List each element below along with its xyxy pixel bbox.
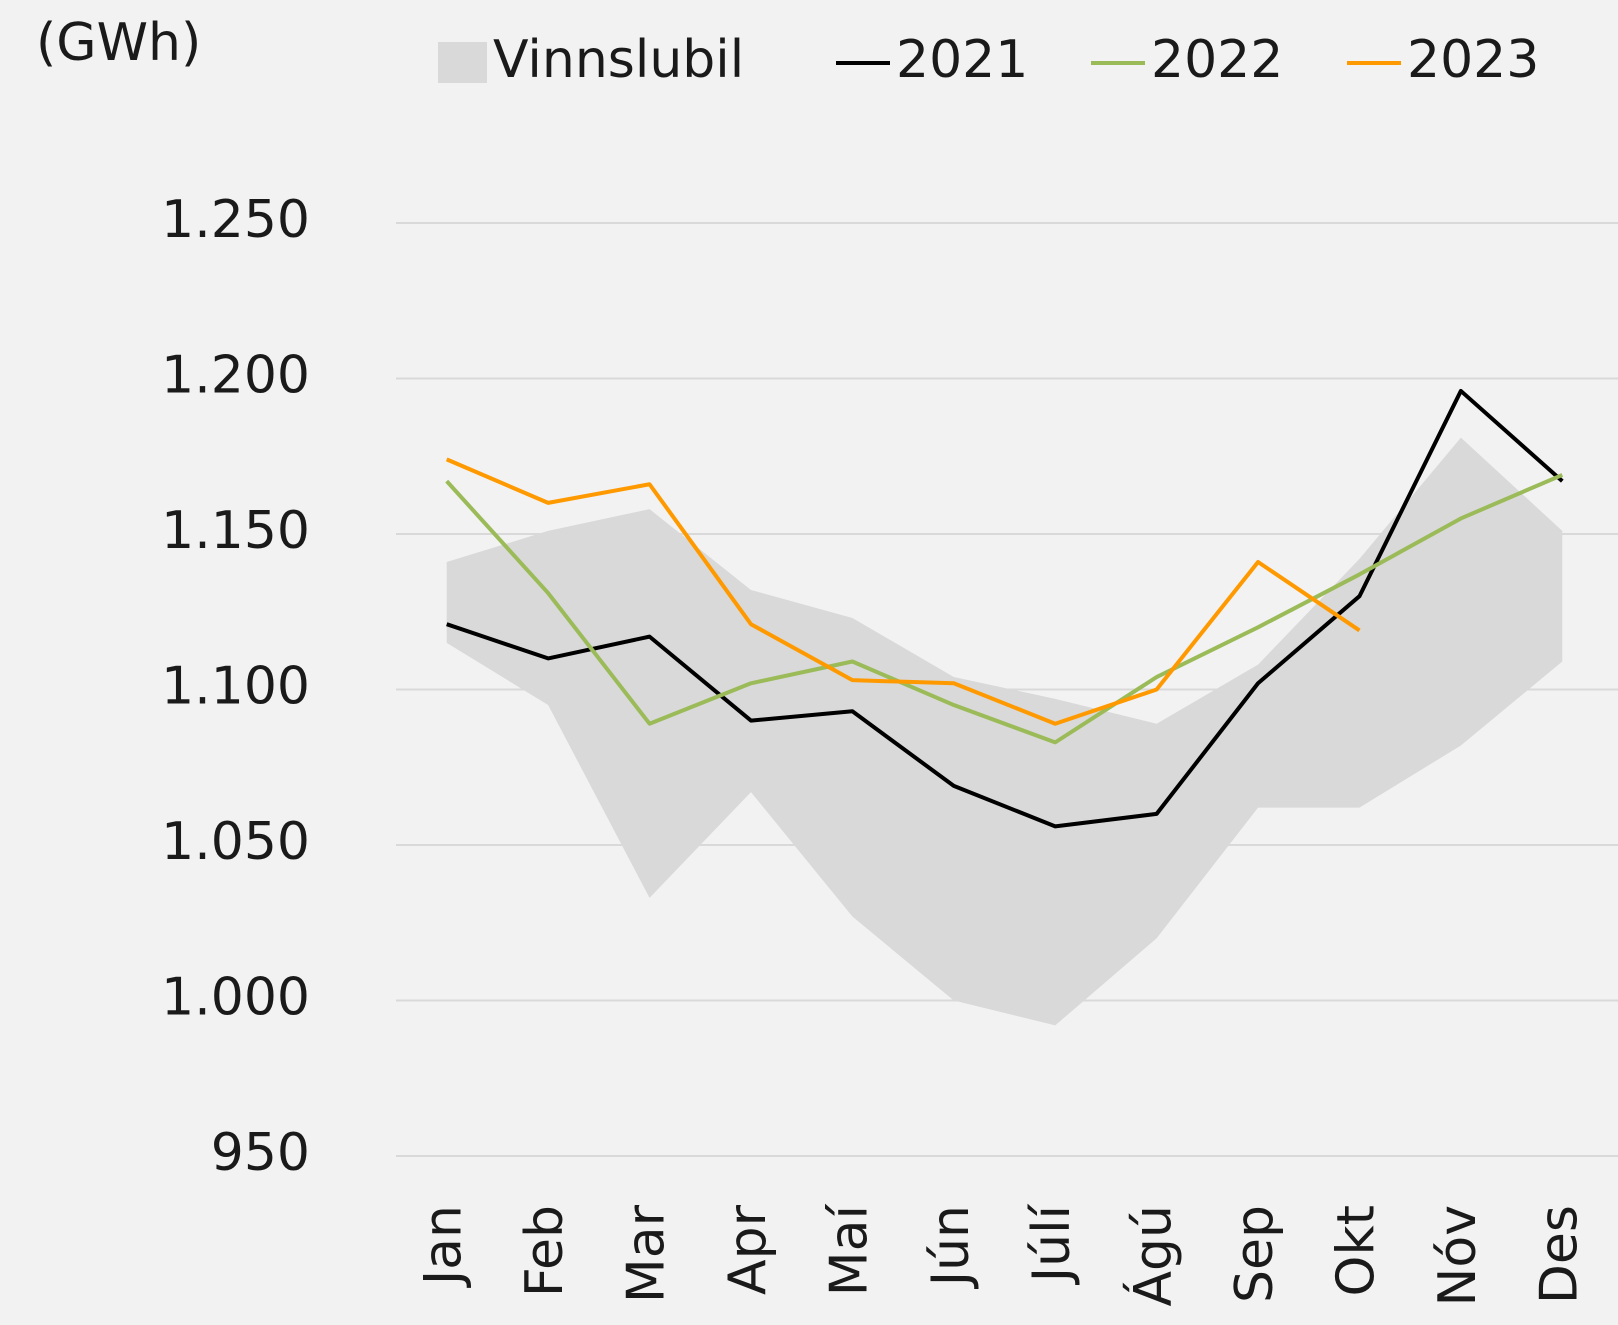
line-series: [446, 388, 1564, 829]
legend-label: 2021: [896, 30, 1028, 90]
x-tick-label: Ágú: [1123, 1205, 1184, 1307]
x-tick-label: Sep: [1225, 1205, 1285, 1303]
range-band: [446, 437, 1563, 1026]
y-tick-label: 1.000: [161, 968, 310, 1028]
y-tick-label: 950: [211, 1123, 310, 1183]
x-tick-label: Júlí: [1022, 1203, 1082, 1285]
y-tick-label: 1.100: [161, 657, 310, 717]
x-tick-label: Nóv: [1428, 1205, 1488, 1307]
y-tick-label: 1.150: [161, 501, 310, 561]
y-tick-label: 1.050: [161, 812, 310, 872]
x-tick-label: Maí: [819, 1203, 879, 1296]
line-series: [445, 473, 1564, 745]
x-tick-label: Des: [1529, 1205, 1589, 1304]
x-tick-label: Apr: [718, 1204, 778, 1295]
x-tick-label: Jan: [414, 1205, 474, 1288]
y-tick-label: 1.250: [161, 190, 310, 250]
legend-label: 2022: [1151, 30, 1283, 90]
y-axis-label: (GWh): [36, 13, 201, 73]
legend-swatch: [438, 42, 487, 83]
x-tick-label: Okt: [1326, 1205, 1386, 1296]
legend-label: Vinnslubil: [493, 30, 744, 90]
x-tick-label: Feb: [515, 1205, 575, 1297]
x-tick-label: Mar: [617, 1204, 677, 1303]
x-tick-label: Jún: [921, 1205, 981, 1289]
legend-label: 2023: [1407, 30, 1539, 90]
line-series: [445, 457, 1361, 726]
y-tick-label: 1.200: [161, 346, 310, 406]
